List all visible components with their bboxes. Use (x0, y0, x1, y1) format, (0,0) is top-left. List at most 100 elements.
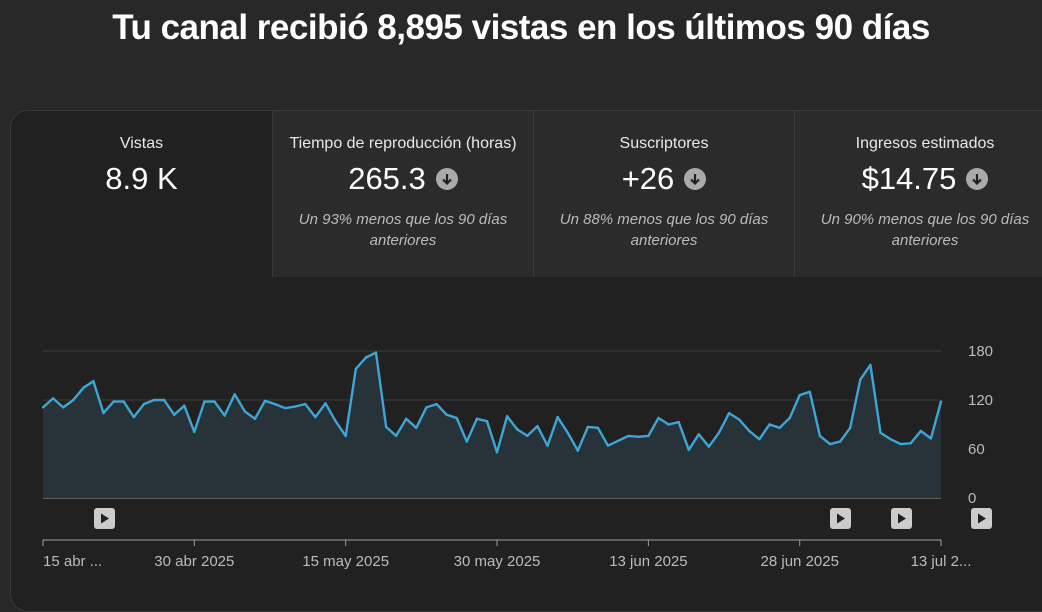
data-point (152, 398, 156, 402)
data-point (102, 411, 105, 415)
data-point (475, 417, 479, 420)
metric-tile-revenue[interactable]: Ingresos estimados $14.75 Un 90% menos q… (794, 111, 1042, 277)
x-tick-label: 28 jun 2025 (761, 553, 839, 570)
y-tick-label: 60 (968, 441, 985, 458)
data-point (162, 398, 166, 402)
data-point (899, 442, 902, 446)
series-area (43, 352, 941, 498)
data-point (213, 400, 216, 403)
data-point (485, 420, 489, 423)
data-point (203, 400, 206, 403)
video-published-play-icon[interactable] (891, 508, 912, 529)
arrow-down-circle-icon (684, 168, 707, 190)
y-tick-label: 180 (968, 343, 993, 360)
metric-label: Vistas (119, 135, 164, 152)
data-point (778, 426, 781, 429)
x-tick-label: 30 may 2025 (454, 553, 541, 570)
data-point (748, 429, 751, 433)
data-point (435, 402, 438, 406)
data-point (758, 438, 761, 441)
data-point (344, 434, 347, 438)
data-point (294, 405, 297, 408)
x-tick-label: 30 abr 2025 (154, 553, 234, 570)
data-point (284, 407, 287, 410)
data-point (324, 402, 327, 405)
data-point (919, 429, 922, 433)
metric-comparison-note: Un 93% menos que los 90 días anteriores (298, 211, 508, 249)
y-tick-label: 0 (968, 490, 976, 507)
data-point (82, 386, 85, 389)
metric-label: Ingresos estimados (855, 135, 995, 152)
data-point (738, 418, 741, 421)
data-point (193, 430, 196, 434)
data-point (72, 398, 75, 402)
data-point (51, 397, 55, 400)
metric-label: Tiempo de reproducción (horas) (289, 135, 517, 152)
data-point (243, 410, 246, 413)
data-point (445, 413, 448, 416)
y-tick-label: 120 (968, 392, 993, 409)
data-point (657, 416, 660, 420)
data-point (889, 438, 892, 441)
data-point (304, 402, 307, 406)
metric-comparison-note: Un 88% menos que los 90 días anteriores (559, 211, 769, 249)
data-point (314, 415, 317, 419)
data-point (939, 400, 943, 403)
data-point (879, 431, 882, 434)
data-point (112, 400, 115, 403)
arrow-down-circle-icon (435, 168, 458, 190)
video-published-play-icon[interactable] (94, 508, 115, 529)
data-point (374, 351, 378, 354)
data-point (223, 414, 226, 417)
data-point (768, 423, 771, 426)
data-point (556, 415, 559, 419)
analytics-card: Vistas 8.9 K Tiempo de reproducción (hor… (10, 110, 1042, 612)
x-tick-label: 15 abr ... (43, 553, 102, 570)
x-tick-label: 13 jun 2025 (609, 553, 687, 570)
data-point (415, 426, 418, 429)
series-line (42, 351, 943, 454)
data-point (596, 426, 600, 429)
metric-value: 8.9 K (105, 161, 178, 196)
metric-value: +26 (621, 161, 675, 196)
data-point (838, 440, 842, 443)
video-published-play-icon[interactable] (830, 508, 851, 529)
data-point (142, 402, 146, 406)
metric-tile-subscribers[interactable]: Suscriptores +26 Un 88% menos que los 90… (533, 111, 794, 277)
metric-label: Suscriptores (619, 135, 709, 152)
data-point (717, 431, 721, 434)
data-point (849, 426, 852, 429)
data-point (788, 416, 791, 420)
data-point (859, 378, 862, 381)
data-point (183, 404, 186, 407)
data-point (546, 444, 549, 447)
metric-tile-views[interactable]: Vistas 8.9 K (11, 111, 272, 277)
data-point (273, 402, 277, 406)
data-point (394, 434, 398, 438)
metric-tiles: Vistas 8.9 K Tiempo de reproducción (hor… (11, 111, 1042, 277)
data-point (637, 435, 640, 438)
data-point (869, 363, 872, 367)
data-point (808, 390, 811, 393)
data-point (566, 431, 569, 434)
arrow-down-circle-icon (966, 168, 989, 190)
data-point (929, 437, 933, 440)
data-point (828, 442, 832, 446)
data-point (425, 406, 428, 409)
metric-comparison-note: Un 90% menos que los 90 días anteriores (820, 211, 1030, 249)
data-point (909, 442, 912, 445)
data-point (384, 425, 388, 429)
data-point (606, 444, 610, 447)
metric-tile-watch-time[interactable]: Tiempo de reproducción (horas) 265.3 Un … (272, 111, 533, 277)
data-point (354, 367, 357, 371)
data-point (465, 440, 468, 443)
data-point (364, 356, 368, 359)
data-point (647, 434, 650, 438)
data-point (667, 423, 670, 426)
data-point (173, 413, 176, 416)
video-published-play-icon[interactable] (971, 508, 992, 529)
data-point (526, 434, 529, 438)
data-point (122, 400, 125, 403)
views-line-chart[interactable]: 0 60 120 180 15 abr ... 30 abr 2025 15 may 202… (0, 0, 1042, 585)
data-point (455, 416, 458, 420)
